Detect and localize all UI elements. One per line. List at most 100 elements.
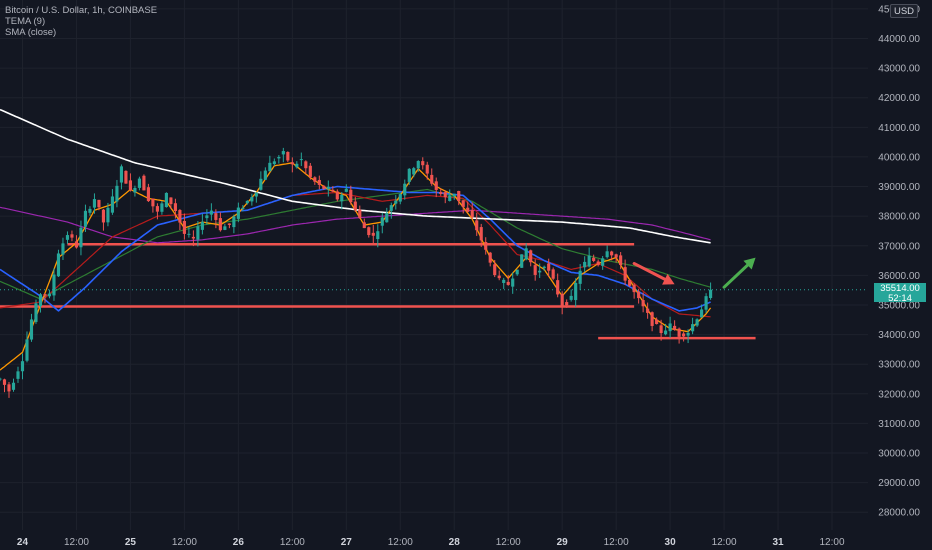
candle-body [668, 323, 672, 332]
price-tick-label: 35000.00 [878, 300, 920, 311]
candle-body [394, 200, 398, 204]
candle-body [169, 197, 173, 205]
indicator-tema-label[interactable]: TEMA (9) [5, 16, 46, 27]
candle-body [155, 206, 159, 212]
time-tick-label: 31 [772, 537, 784, 548]
arrow-shaft [722, 263, 750, 289]
candle-body [299, 159, 303, 161]
candle-body [529, 250, 533, 263]
candle-body [52, 274, 56, 296]
indicator-sma-label[interactable]: SMA (close) [5, 27, 57, 38]
candle-body [619, 255, 623, 266]
candle-body [128, 180, 132, 191]
drawn-arrows[interactable] [632, 257, 756, 289]
candle-body [38, 294, 43, 307]
candle-body [587, 255, 591, 267]
candle-body [115, 185, 119, 202]
candle-body [322, 185, 326, 189]
chart-legend: Bitcoin / U.S. Dollar, 1h, COINBASE TEMA… [5, 5, 157, 38]
candle-body [259, 178, 263, 190]
candle-body [614, 254, 618, 258]
candle-body [506, 281, 510, 285]
candle-body [124, 170, 128, 184]
candle-body [344, 188, 348, 192]
candle-body [421, 161, 425, 166]
candle-body [47, 293, 52, 297]
candle-body [434, 181, 438, 190]
price-tick-label: 39000.00 [878, 182, 920, 193]
candle-body [0, 378, 2, 380]
candle-body [34, 303, 38, 322]
candle-body [353, 201, 357, 211]
candle-body [254, 192, 258, 197]
price-tick-label: 32000.00 [878, 389, 920, 400]
candle-body [484, 241, 488, 250]
candle-body [101, 209, 106, 223]
candle-body [524, 248, 528, 260]
candle-body [578, 270, 582, 284]
candle-body [133, 187, 137, 193]
candle-body [110, 196, 115, 213]
candle-body [97, 199, 101, 208]
candle-body [637, 291, 641, 299]
symbol-title[interactable]: Bitcoin / U.S. Dollar, 1h, COINBASE [5, 5, 158, 16]
price-tick-label: 33000.00 [878, 360, 920, 371]
candle-body [200, 221, 204, 230]
candle-body [79, 227, 83, 248]
candle-body [709, 289, 713, 299]
candle-body [20, 361, 25, 372]
candle-body [205, 215, 209, 219]
candle-body [227, 223, 231, 225]
candle-body [173, 203, 177, 212]
candle-body [83, 210, 88, 227]
candle-body [569, 295, 573, 300]
candle-body [479, 227, 483, 241]
time-tick-label: 12:00 [388, 537, 413, 548]
horizontal-level-lines[interactable] [0, 243, 756, 340]
candle-body [70, 234, 74, 238]
price-tick-label: 43000.00 [878, 64, 920, 75]
candle-body [533, 265, 537, 275]
candle-body [61, 243, 65, 255]
candle-body [650, 312, 654, 326]
candle-body [317, 179, 321, 185]
candle-body [502, 279, 506, 283]
candle-body [371, 232, 375, 236]
time-tick-label: 12:00 [604, 537, 629, 548]
candle-body [673, 325, 677, 330]
price-axis[interactable]: 28000.00 29000.00 30000.00 31000.00 32000.00… [868, 0, 932, 550]
candle-body [245, 200, 249, 204]
sma-line [0, 108, 711, 244]
candle-body [601, 258, 605, 266]
candle-body [425, 164, 429, 174]
ma-blue-line [0, 185, 711, 312]
candle-body [218, 218, 222, 231]
candle-body [457, 190, 461, 202]
candle-body [290, 162, 294, 165]
price-tick-label: 41000.00 [878, 123, 920, 134]
candle-body [646, 308, 650, 313]
candle-body [403, 183, 407, 196]
price-tick-label: 38000.00 [878, 212, 920, 223]
candle-body [160, 203, 164, 212]
currency-button[interactable]: USD [890, 4, 918, 18]
candle-body [65, 235, 70, 240]
candle-body [700, 309, 704, 318]
price-tick-label: 30000.00 [878, 449, 920, 460]
candle-body [686, 332, 690, 336]
candle-body [574, 282, 578, 301]
candle-body [596, 261, 600, 266]
bar-countdown: 52:14 [888, 292, 912, 304]
candle-body [74, 241, 79, 248]
time-axis[interactable]: 24 12:00 25 12:00 26 12:00 27 12:00 28 12:00 29 12:… [0, 530, 932, 550]
candle-body [151, 198, 155, 207]
candle-body [398, 194, 402, 202]
candle-body [119, 166, 124, 183]
candle-body [223, 226, 227, 230]
time-tick-label: 26 [233, 537, 245, 548]
candle-body [268, 162, 272, 172]
candle-body [605, 251, 609, 258]
candle-body [466, 207, 470, 212]
candle-body [335, 191, 339, 200]
